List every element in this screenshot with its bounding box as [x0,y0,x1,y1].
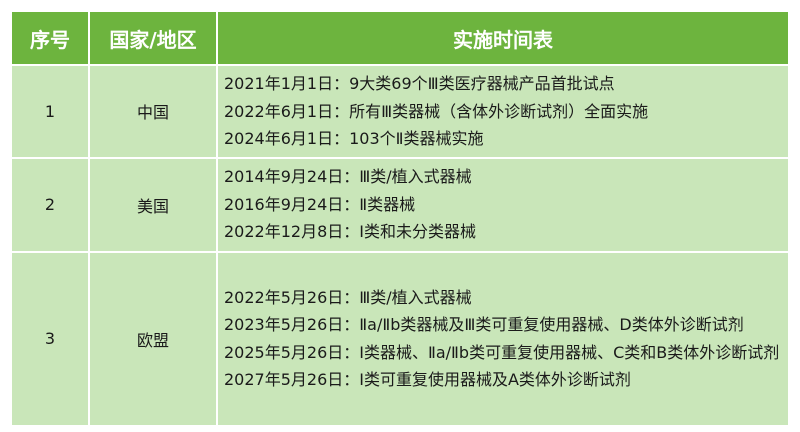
schedule-line: 2024年6月1日：103个Ⅱ类器械实施 [224,129,484,148]
row-region: 中国 [88,64,218,159]
schedule-line: 2027年5月26日：Ⅰ类可重复使用器械及A类体外诊断试剂 [224,370,631,389]
schedule-line: 2022年6月1日：所有Ⅲ类器械（含体外诊断试剂）全面实施 [224,101,649,121]
schedule-line: 2025年5月26日：Ⅰ类器械、Ⅱa/Ⅱb类可重复使用器械、C类和B类体外诊断试… [224,342,780,362]
schedule-line: 2021年1月1日：9大类69个Ⅲ类医疗器械产品首批试点 [224,74,615,93]
row-schedule: 2014年9月24日：Ⅲ类/植入式器械 2016年9月24日：Ⅱ类器械 2022… [216,156,790,253]
row-no: 1 [10,64,90,159]
header-row: 序号 国家/地区 实施时间表 [10,10,790,66]
schedule-line: 2016年9月24日：Ⅱ类器械 [224,194,416,214]
header-schedule: 实施时间表 [216,10,790,66]
schedule-line: 2023年5月26日：Ⅱa/Ⅱb类器械及Ⅲ类可重复使用器械、D类体外诊断试剂 [224,315,744,334]
table-row: 3 欧盟 2022年5月26日：Ⅲ类/植入式器械 2023年5月26日：Ⅱa/Ⅱ… [10,250,790,427]
row-no: 2 [10,156,90,253]
row-schedule: 2021年1月1日：9大类69个Ⅲ类医疗器械产品首批试点 2022年6月1日：所… [216,64,790,159]
table-row: 2 美国 2014年9月24日：Ⅲ类/植入式器械 2016年9月24日：Ⅱ类器械… [10,156,790,253]
row-no: 3 [10,250,90,427]
row-schedule: 2022年5月26日：Ⅲ类/植入式器械 2023年5月26日：Ⅱa/Ⅱb类器械及… [216,250,790,427]
implementation-schedule-table: 序号 国家/地区 实施时间表 1 中国 2021年1月1日：9大类69个Ⅲ类医疗… [10,10,790,427]
header-no: 序号 [10,10,90,66]
schedule-line: 2014年9月24日：Ⅲ类/植入式器械 [224,167,472,187]
schedule-line: 2022年5月26日：Ⅲ类/植入式器械 [224,287,472,307]
schedule-line: 2022年12月8日：Ⅰ类和未分类器械 [224,222,476,242]
row-region: 欧盟 [88,250,218,427]
row-region: 美国 [88,156,218,253]
header-region: 国家/地区 [88,10,218,66]
table-row: 1 中国 2021年1月1日：9大类69个Ⅲ类医疗器械产品首批试点 2022年6… [10,64,790,159]
